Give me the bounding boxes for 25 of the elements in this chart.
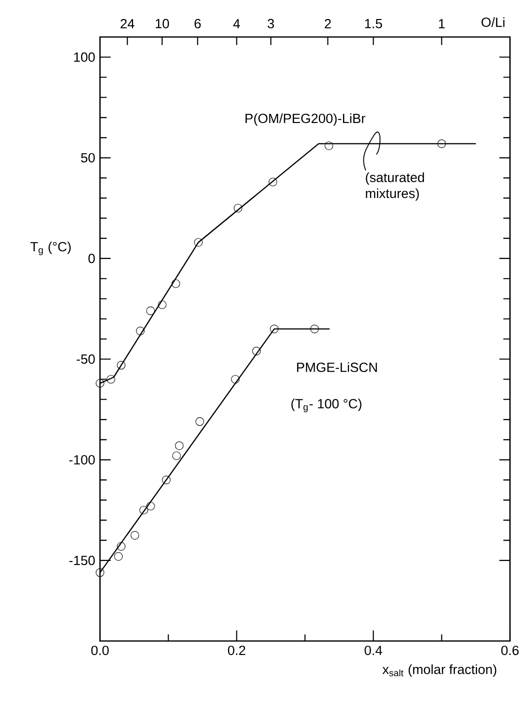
x-tick-label: 0.0 <box>91 646 109 656</box>
annotation: (saturated mixtures) <box>366 172 424 201</box>
y-tick-label: 0 <box>88 254 95 264</box>
y-tick-label: -150 <box>69 556 95 566</box>
text: O/Li <box>482 17 504 27</box>
text: 4 <box>233 19 240 28</box>
x-tick-label: 0.4 <box>364 646 382 656</box>
text: 2 <box>324 19 331 28</box>
text: 1.5 <box>365 19 382 28</box>
text: 24 <box>120 19 134 28</box>
text: 3 <box>268 18 274 28</box>
annotation: (T$_{g}$- 100 °C) <box>291 398 362 412</box>
y-tick-label: 50 <box>81 153 95 162</box>
x-tick-label: 0.2 <box>228 646 246 656</box>
text: 10 <box>156 18 169 28</box>
x-axis-title: x$_{salt}$ (molar fraction) <box>382 664 496 677</box>
text: 6 <box>194 18 201 28</box>
text: 1 <box>438 19 445 28</box>
y-tick-label: -100 <box>69 455 95 464</box>
y-tick-label: -50 <box>76 354 95 364</box>
x-tick-label: 0.6 <box>501 646 519 656</box>
text: PMGE-LiSCN <box>297 362 377 372</box>
y-tick-label: 100 <box>74 52 95 62</box>
y-axis-title: T$_{g}$ (°C) <box>30 242 71 256</box>
text: P(OM/PEG200)-LiBr <box>246 113 366 126</box>
